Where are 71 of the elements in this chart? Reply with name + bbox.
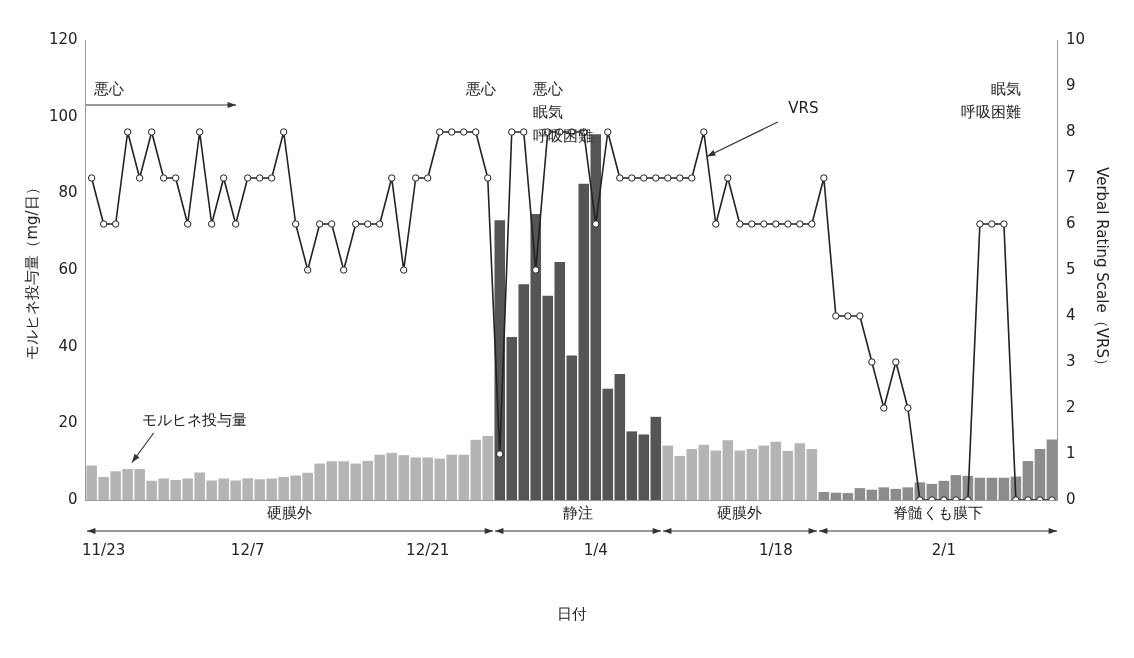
annotation: 呼吸困難 [960, 103, 1021, 122]
bar [662, 445, 674, 500]
x-tick-label: 12/21 [406, 540, 450, 559]
text: モルヒネ投与量 [142, 411, 248, 430]
y-tick-label: 80 [58, 183, 78, 202]
bar [602, 388, 614, 500]
bar [734, 450, 746, 500]
bar [698, 444, 710, 500]
bar [626, 431, 638, 500]
y2-tick-label: 1 [1065, 443, 1076, 462]
annotation: 悪心 [532, 79, 564, 98]
bar [710, 450, 722, 500]
bar [650, 416, 662, 500]
y2-tick-label: 3 [1065, 351, 1076, 370]
bar [722, 440, 734, 500]
bar [1022, 460, 1034, 500]
y2-tick-label: 4 [1065, 305, 1076, 324]
bar [782, 450, 794, 500]
text: 脊髄くも膜下 [892, 503, 983, 522]
annotation: 悪心 [464, 79, 496, 98]
bar [806, 449, 818, 500]
y-tick-label: 120 [48, 29, 78, 48]
annotation: 眠気 [533, 103, 564, 122]
bar [1034, 449, 1046, 500]
y-tick-label: 20 [58, 413, 78, 432]
bar [818, 491, 830, 500]
x-tick-label: 1/18 [758, 540, 793, 559]
y2-tick-label: 8 [1065, 121, 1076, 140]
x-tick-label: 2/1 [931, 540, 956, 559]
y2-tick-label: 6 [1065, 213, 1076, 232]
text: VRS [788, 98, 819, 117]
bar [998, 477, 1010, 500]
bar [830, 492, 842, 500]
bar [878, 487, 890, 500]
y-tick-label: 60 [58, 259, 78, 278]
bar [854, 488, 866, 500]
x-axis-title: 日付 [556, 604, 587, 623]
bar [674, 455, 686, 500]
bar [746, 449, 758, 500]
y2-tick-label: 9 [1065, 75, 1076, 94]
y-axis-title: モルヒネ投与量（mg/日） [22, 180, 41, 360]
y2-tick-label: 10 [1065, 29, 1086, 48]
y-tick-label: 0 [68, 489, 78, 508]
bar [1046, 439, 1058, 500]
bar [986, 477, 998, 500]
text: 硬膜外 [717, 503, 763, 522]
annotation: 悪心 [93, 79, 125, 98]
y-tick-label: 40 [58, 336, 78, 355]
y2-tick-label: 5 [1065, 259, 1076, 278]
y2-axis-title: Verbal Rating Scale（VRS） [1093, 167, 1112, 373]
text: 硬膜外 [267, 503, 313, 522]
bar [866, 489, 878, 500]
bar [638, 434, 650, 500]
bar [758, 445, 770, 500]
x-tick-label: 12/7 [230, 540, 265, 559]
y2-tick-label: 0 [1065, 489, 1076, 508]
y2-tick-label: 7 [1065, 167, 1076, 186]
y-tick-label: 100 [48, 106, 78, 125]
bar [770, 441, 782, 500]
bar [890, 488, 902, 500]
annotation: 眠気 [990, 79, 1021, 98]
bar [614, 373, 626, 500]
bar [974, 477, 986, 500]
bar [794, 443, 806, 500]
bar [842, 493, 854, 500]
y2-tick-label: 2 [1065, 397, 1076, 416]
bar [686, 449, 698, 500]
bar [902, 487, 914, 500]
x-tick-label: 11/23 [82, 540, 126, 559]
text: 静注 [562, 503, 593, 522]
x-tick-label: 1/4 [583, 540, 608, 559]
